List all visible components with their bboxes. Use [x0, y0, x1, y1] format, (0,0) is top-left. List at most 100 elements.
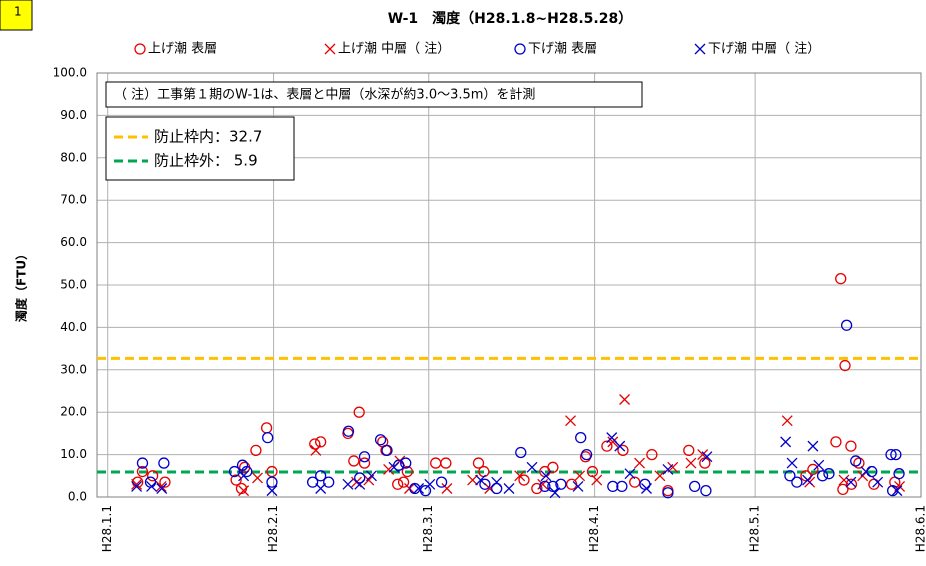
- x-tick-label: H28.5.1: [748, 505, 762, 552]
- point: [890, 448, 902, 461]
- legend-marker: [134, 43, 146, 55]
- point: [241, 465, 253, 478]
- x-tick-label: H28.2.1: [266, 505, 280, 552]
- point: [397, 476, 410, 488]
- y-tick-label: 60.0: [60, 235, 87, 249]
- point: [526, 461, 538, 473]
- point: [146, 480, 158, 492]
- point: [252, 472, 263, 484]
- point: [306, 476, 319, 488]
- point: [591, 474, 603, 486]
- point: [424, 478, 436, 490]
- x-tick-label: H28.4.1: [587, 505, 601, 552]
- point: [813, 459, 825, 471]
- legend-label: 上げ潮 中層（ 注）: [338, 42, 450, 57]
- point: [700, 484, 712, 497]
- point: [315, 436, 327, 448]
- annotation: （ 注）工事第１期のW-1は、表層と中層（水深が約3.0～3.5m）を計測: [114, 87, 535, 103]
- x-tick-label: H28.3.1: [421, 505, 435, 552]
- point: [845, 440, 857, 452]
- y-tick-label: 80.0: [60, 150, 87, 164]
- point: [634, 457, 646, 469]
- point: [845, 476, 857, 488]
- y-tick-label: 100.0: [53, 66, 87, 80]
- point: [238, 470, 250, 482]
- point: [342, 425, 355, 437]
- point: [392, 478, 404, 490]
- point: [409, 482, 421, 495]
- point: [515, 446, 527, 459]
- point: [791, 476, 803, 488]
- point: [802, 474, 814, 486]
- point: [823, 468, 835, 480]
- point: [547, 461, 559, 473]
- point: [835, 272, 847, 285]
- ref-legend-label: 防止枠外： 5.9: [154, 152, 258, 170]
- chart-title: W-1 濁度（H28.1.8~H28.5.28）: [388, 10, 632, 27]
- legend-label: 下げ潮 中層（ 注）: [708, 42, 820, 57]
- point: [441, 483, 453, 494]
- point: [353, 406, 365, 418]
- y-axis-label: 濁度（FTU）: [14, 248, 29, 322]
- point: [689, 480, 701, 493]
- legend-marker: [514, 43, 526, 55]
- point: [531, 482, 543, 495]
- y-tick-label: 50.0: [60, 278, 87, 292]
- point: [472, 457, 485, 469]
- point: [401, 465, 413, 478]
- point: [816, 470, 829, 482]
- legend-label: 下げ潮 表層: [528, 42, 597, 57]
- point: [580, 448, 593, 461]
- point: [435, 476, 448, 488]
- point: [136, 465, 149, 478]
- point: [323, 476, 335, 488]
- point: [539, 480, 551, 493]
- point: [641, 483, 652, 494]
- ref-legend-label: 防止枠内：32.7: [154, 128, 262, 146]
- point: [574, 470, 586, 482]
- point: [315, 470, 327, 482]
- point: [262, 431, 274, 444]
- point: [440, 457, 452, 469]
- point: [654, 470, 666, 482]
- point: [838, 474, 850, 486]
- point: [503, 483, 515, 494]
- point: [358, 451, 371, 463]
- legend-label: 上げ潮 表層: [148, 42, 217, 57]
- point: [388, 461, 400, 473]
- point: [807, 463, 819, 476]
- point: [491, 482, 503, 495]
- legend-marker: [324, 43, 336, 55]
- point: [807, 440, 819, 452]
- point: [348, 455, 360, 467]
- y-tick-label: 70.0: [60, 193, 87, 207]
- point: [491, 476, 503, 488]
- badge-box: [0, 0, 33, 31]
- y-tick-label: 20.0: [60, 405, 87, 419]
- point: [467, 474, 479, 486]
- point: [540, 470, 552, 482]
- x-tick-label: H28.6.1: [914, 505, 926, 552]
- point: [837, 483, 849, 496]
- point: [893, 468, 905, 480]
- point: [885, 448, 897, 461]
- point: [784, 470, 796, 482]
- point: [136, 457, 149, 469]
- point: [624, 468, 636, 480]
- y-tick-label: 90.0: [60, 108, 87, 122]
- x-tick-label: H28.1.1: [100, 505, 114, 552]
- badge: 1: [14, 5, 22, 19]
- ref-legend-box: [105, 116, 295, 181]
- point: [853, 457, 865, 469]
- point: [475, 474, 487, 486]
- point: [374, 434, 387, 446]
- point: [868, 478, 880, 490]
- point: [250, 444, 262, 457]
- point: [156, 483, 168, 494]
- legend-marker: [694, 43, 706, 55]
- point: [155, 480, 167, 492]
- point: [514, 470, 526, 482]
- point: [840, 319, 853, 331]
- point: [572, 480, 584, 492]
